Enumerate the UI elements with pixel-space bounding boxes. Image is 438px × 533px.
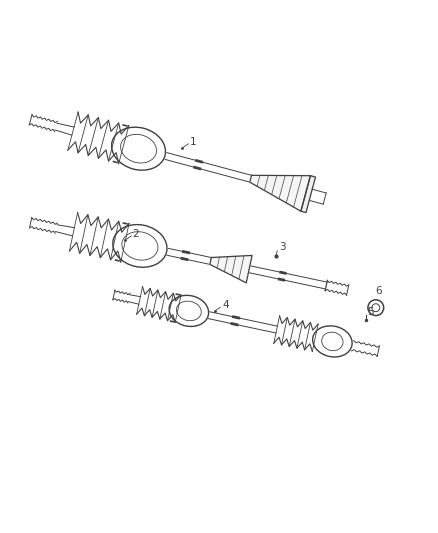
Text: 5: 5 xyxy=(367,308,374,318)
Polygon shape xyxy=(301,176,315,213)
Text: 1: 1 xyxy=(189,136,196,147)
Text: 2: 2 xyxy=(132,229,139,239)
Text: 6: 6 xyxy=(375,286,382,296)
Polygon shape xyxy=(210,255,252,283)
Text: 3: 3 xyxy=(279,242,286,252)
Text: 4: 4 xyxy=(222,300,229,310)
Polygon shape xyxy=(250,175,311,211)
